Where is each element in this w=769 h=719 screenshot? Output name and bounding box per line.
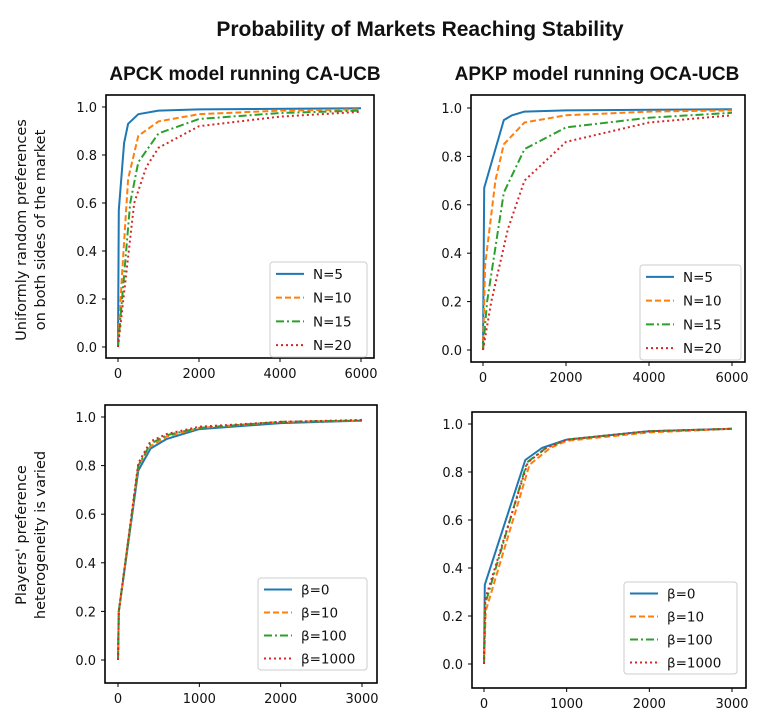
y-tick-label: 0.4: [75, 557, 96, 572]
y-tick-label: 0.0: [75, 654, 96, 669]
legend-label: N=20: [313, 338, 352, 354]
x-tick-label: 3000: [715, 697, 748, 712]
legend-label: N=15: [683, 317, 722, 333]
legend-label: β=10: [301, 606, 338, 622]
x-tick-label: 6000: [715, 371, 748, 386]
y-axis-label: Players' preference: [14, 465, 30, 605]
legend: N=5 N=10 N=15 N=20: [269, 261, 368, 358]
series-line-2: [117, 419, 363, 661]
series-line-2: [117, 108, 362, 348]
subplot-4: 0.00.20.40.60.81.00 1000 2000 3000β=0β=10β=…: [442, 411, 749, 712]
y-tick-label: 0.6: [75, 508, 96, 523]
legend-label: N=5: [313, 267, 343, 283]
series-line-3: [117, 419, 363, 661]
y-tick-label: 1.0: [442, 418, 463, 433]
series-line-3: [117, 109, 362, 348]
y-tick-label: 0.8: [76, 149, 97, 164]
y-tick-label: 0.0: [76, 341, 97, 356]
legend-box: [639, 264, 742, 361]
y-tick-label: 0.8: [75, 460, 96, 475]
legend-label: β=100: [667, 633, 713, 649]
legend-label: N=15: [313, 314, 352, 330]
y-tick-label: 0.4: [442, 562, 463, 577]
legend-box: [257, 577, 368, 671]
y-tick-label: 0.0: [441, 344, 462, 359]
x-tick-label: 0: [114, 692, 122, 707]
x-tick-label: 3000: [345, 692, 378, 707]
legend-label: β=1000: [667, 656, 721, 672]
subplot-1: APCK model running CA-UCB Uniformly rando…: [14, 64, 381, 382]
x-tick-label: 2000: [182, 367, 215, 382]
x-tick-label: 0: [479, 371, 487, 386]
legend: N=5 N=10 N=15 N=20: [639, 264, 742, 361]
legend-box: [623, 581, 738, 675]
legend-label: β=1000: [301, 652, 355, 668]
series-line-1: [117, 107, 362, 348]
series-line-2: [483, 427, 733, 665]
legend-label: N=20: [683, 341, 722, 357]
axes-frame: [471, 411, 747, 689]
y-tick-label: 1.0: [441, 102, 462, 117]
x-tick-label: 1000: [550, 697, 583, 712]
axes-frame: [104, 404, 378, 684]
y-tick-label: 0.4: [441, 247, 462, 262]
y-tick-label: 0.6: [76, 197, 97, 212]
legend-label: β=100: [301, 629, 347, 645]
y-tick-label: 1.0: [75, 411, 96, 426]
y-axis-label: on both sides of the market: [33, 129, 49, 330]
y-axis-label: Uniformly random preferences: [14, 119, 30, 341]
legend-label: β=0: [667, 587, 696, 603]
legend-label: N=10: [683, 294, 722, 310]
legend-label: N=5: [683, 270, 713, 286]
y-tick-label: 0.2: [442, 610, 463, 625]
axes-frame: [470, 94, 746, 363]
x-tick-label: 2000: [633, 697, 666, 712]
subplot-2: APKP model running OCA-UCB 0.0 0.2 0.4 0.6 0.…: [441, 64, 748, 386]
series-line-4: [482, 114, 733, 351]
legend-label: β=0: [301, 583, 330, 599]
y-tick-label: 0.2: [76, 293, 97, 308]
legend: β=0 β=10 β=100 β=1000: [257, 577, 368, 671]
y-tick-label: 0.2: [441, 296, 462, 311]
series-line-4: [483, 427, 733, 665]
legend-box: [269, 261, 368, 358]
figure-title: Probability of Markets Reaching Stabilit…: [216, 18, 624, 41]
y-tick-label: 0.4: [76, 245, 97, 260]
x-tick-label: 4000: [263, 367, 296, 382]
y-tick-label: 0.8: [441, 150, 462, 165]
y-tick-label: 0.8: [442, 466, 463, 481]
y-tick-label: 1.0: [76, 101, 97, 116]
x-tick-label: 1000: [183, 692, 216, 707]
y-tick-label: 0.6: [442, 514, 463, 529]
x-tick-label: 0: [480, 697, 488, 712]
legend-label: β=10: [667, 610, 704, 626]
y-axis-label: heterogeneity is varied: [33, 451, 49, 619]
series-line-3: [482, 111, 733, 351]
x-tick-label: 0: [114, 367, 122, 382]
legend: β=0 β=10 β=100 β=1000: [623, 581, 738, 675]
subplot-3: Players' preference heterogeneity is vari…: [14, 404, 379, 707]
y-tick-label: 0.6: [441, 199, 462, 214]
subplot-title: APKP model running OCA-UCB: [455, 64, 740, 85]
y-tick-label: 0.2: [75, 605, 96, 620]
x-tick-label: 2000: [549, 371, 582, 386]
x-tick-label: 4000: [632, 371, 665, 386]
y-tick-label: 0.0: [442, 658, 463, 673]
subplot-title: APCK model running CA-UCB: [109, 64, 380, 85]
axes-frame: [105, 94, 375, 359]
x-tick-label: 6000: [344, 367, 377, 382]
series-line-1: [482, 108, 733, 351]
x-tick-label: 2000: [264, 692, 297, 707]
legend-label: N=10: [313, 291, 352, 307]
